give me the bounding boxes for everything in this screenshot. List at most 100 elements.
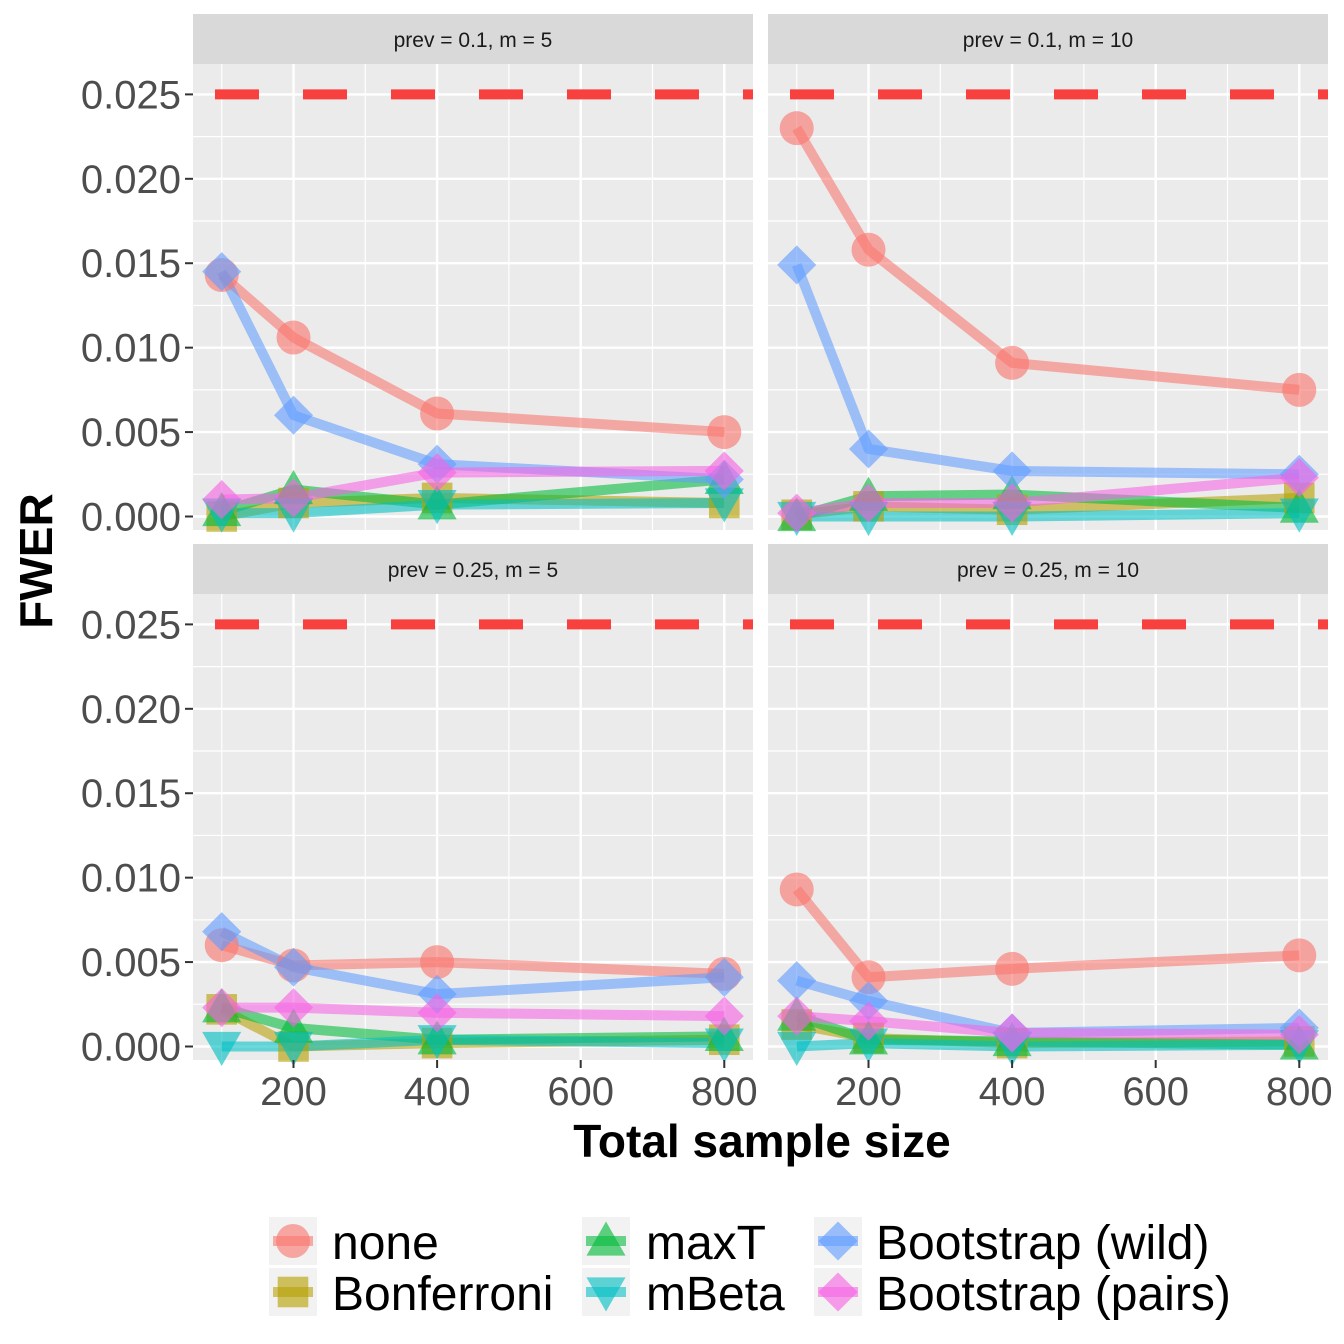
data-point-bootstrap-pairs [417,993,457,1033]
data-point-mbeta [417,1025,457,1060]
series-line-mbeta [796,508,1300,522]
data-point-mbeta [202,1031,242,1067]
data-point-bootstrap-pairs [202,988,242,1028]
data-point-bootstrap-pairs [992,1013,1032,1053]
y-tick-label: 0.000 [81,495,181,539]
series-line-none [792,125,1300,395]
x-tick-label: 200 [835,1070,902,1114]
data-point-none [779,111,814,146]
legend-key-marker [586,1277,626,1312]
data-point-bootstrap-pairs [704,996,744,1036]
x-tick-label: 400 [404,1070,471,1114]
data-point-bootstrap-pairs [202,480,242,520]
series-line-bootstrap-wild [219,927,725,1000]
x-tick-label: 800 [1266,1070,1333,1114]
legend: none Bonferroni maxT mBeta Bootstrap (wi… [269,1217,1231,1321]
series-line-none [218,271,725,438]
data-point-none [779,872,814,907]
y-tick-label: 0.005 [81,941,181,985]
data-point-mbeta [848,1028,889,1063]
panel-strip-label: prev = 0.25, m = 5 [388,559,558,582]
x-tick-label: 200 [260,1070,327,1114]
legend-label-bootstrap-pairs: Bootstrap (pairs) [876,1268,1231,1321]
series-line-bootstrap-pairs [221,465,725,505]
y-tick-label: 0.010 [81,857,181,901]
series-line-bootstrap-pairs [796,1011,1300,1040]
series-line-mbeta [796,1038,1300,1052]
data-point-mbeta [417,490,457,525]
data-point-bootstrap-pairs [848,483,889,523]
panel-strip [193,14,753,64]
legend-key-bootstrap-wild [814,1217,862,1265]
panel-strip [193,544,753,594]
data-point-bootstrap-pairs [848,1001,889,1041]
data-point-bootstrap-pairs [273,988,314,1028]
legend-label-none: none [332,1217,439,1270]
panel-strip-label: prev = 0.25, m = 10 [957,559,1139,582]
legend-item-bootstrap-pairs: Bootstrap (pairs) [814,1268,1231,1321]
series-line-none [220,940,725,979]
panel-4: prev = 0.25, m = 10 [768,544,1328,1067]
panel-strip [768,14,1328,64]
data-point-bootstrap-wild [992,451,1032,491]
y-tick-label: 0.005 [81,411,181,455]
panel-strip-label: prev = 0.1, m = 10 [963,29,1133,52]
legend-key-marker [818,1272,858,1312]
legend-key-marker [277,1276,309,1308]
series-line-bootstrap-pairs [221,1002,725,1022]
data-point-bootstrap-wild [777,961,817,1001]
data-point-mbeta [777,1031,817,1067]
legend-label-maxt: maxT [646,1217,766,1270]
data-point-mbeta [704,1028,744,1063]
data-point-none [420,945,455,980]
data-point-bootstrap-wild [202,912,242,952]
data-point-bootstrap-wild [273,947,314,987]
data-point-none [851,232,886,267]
data-point-mbeta [1279,498,1319,533]
panel-3: prev = 0.25, m = 5 [193,544,753,1067]
y-axis-title: FWER [10,493,62,628]
x-tick-label: 400 [979,1070,1046,1114]
data-point-bootstrap-pairs [777,493,817,533]
data-point-none [420,396,455,431]
y-tick-label: 0.025 [81,603,181,647]
legend-key-marker [818,1221,858,1261]
y-tick-label: 0.020 [81,158,181,202]
data-point-bootstrap-wild [848,429,889,469]
data-point-bootstrap-pairs [1279,1015,1319,1055]
data-point-bootstrap-pairs [992,483,1032,523]
legend-label-mbeta: mBeta [646,1268,785,1321]
series-line-mbeta [221,497,725,519]
data-point-none [707,415,742,450]
legend-item-bonferroni: Bonferroni [269,1268,553,1321]
data-point-none [851,960,886,995]
panel-1: prev = 0.1, m = 5 [193,14,753,533]
legend-key-maxt [582,1217,630,1265]
data-point-bootstrap-wild [202,252,242,292]
x-tick-label: 600 [1122,1070,1189,1114]
panel-background [768,594,1328,1060]
data-point-none [995,345,1030,380]
data-point-bootstrap-pairs [417,453,457,493]
x-axis-title: Total sample size [573,1115,951,1167]
x-tick-label: 800 [691,1070,758,1114]
panel-2: prev = 0.1, m = 10 [768,14,1328,537]
legend-key-none [269,1217,317,1265]
legend-key-marker [276,1224,310,1258]
data-point-bootstrap-wild [704,957,744,997]
panel-background [193,64,753,530]
series-line-bootstrap-wild [792,263,1300,480]
data-point-bootstrap-pairs [1279,458,1319,498]
y-tick-label: 0.020 [81,688,181,732]
data-point-bootstrap-wild [777,245,817,285]
y-tick-label: 0.015 [81,772,181,816]
legend-item-none: none [269,1217,439,1270]
legend-item-maxt: maxT [582,1217,766,1270]
y-tick-label: 0.010 [81,327,181,371]
legend-item-mbeta: mBeta [582,1268,785,1321]
data-point-mbeta [704,488,744,523]
y-tick-label: 0.015 [81,242,181,286]
data-point-bootstrap-pairs [704,451,744,491]
data-point-none [276,320,311,355]
